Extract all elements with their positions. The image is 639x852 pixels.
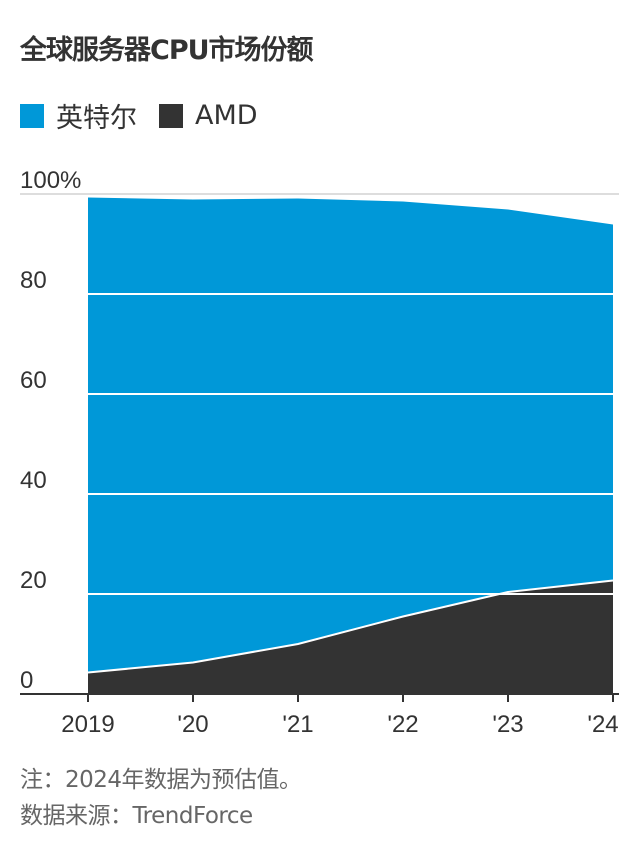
series-area-amd [88, 580, 613, 694]
x-tick-label: '24 [587, 711, 618, 738]
x-tick-label: '23 [492, 711, 523, 738]
x-tick-label: 2019 [61, 711, 114, 738]
x-tick-label: '22 [387, 711, 418, 738]
footnote: 注：2024年数据为预估值。 [20, 767, 302, 793]
x-tick-label: '20 [177, 711, 208, 738]
series-area-intel [88, 197, 613, 673]
legend-swatch-intel [20, 103, 44, 128]
y-tick-label: 100% [20, 167, 81, 194]
y-tick-label: 60 [20, 367, 47, 394]
x-tick-label: '21 [282, 711, 313, 738]
source-note: 数据来源：TrendForce [20, 803, 253, 829]
amd-boundary-line [87, 579, 614, 674]
y-tick-label: 0 [20, 667, 33, 694]
legend: 英特尔 AMD [20, 96, 280, 135]
chart-title: 全球服务器CPU市场份额 [20, 35, 314, 66]
y-tick-label: 40 [20, 467, 47, 494]
legend-item-amd: AMD [159, 100, 258, 131]
y-tick-label: 20 [20, 567, 47, 594]
legend-swatch-amd [159, 103, 183, 128]
chart-area: 0 20 40 60 80 100% 2019 '20 '21 '22 '23 '24 [20, 167, 619, 738]
legend-label-intel: 英特尔 [56, 103, 137, 134]
legend-label-amd: AMD [195, 100, 258, 131]
legend-item-intel: 英特尔 [20, 96, 137, 135]
y-tick-label: 80 [20, 267, 47, 294]
